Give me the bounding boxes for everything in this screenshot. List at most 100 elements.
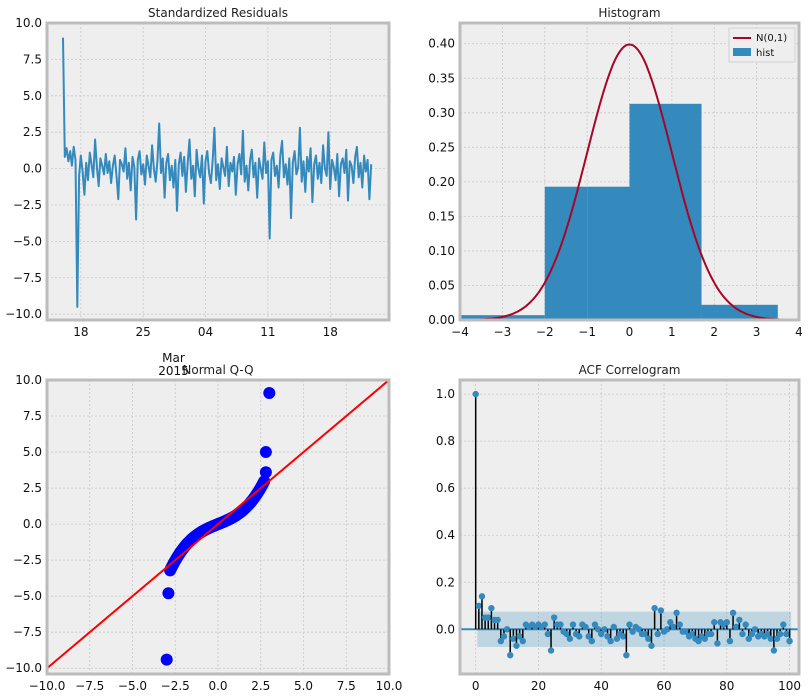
acf-marker [510,635,517,642]
acf-marker [503,626,511,633]
y-tick-label: −7.5 [13,271,42,285]
acf-tick-labels: 0.0 0.2 0.4 0.6 0.8 1.0 0 20 40 60 80 100 [436,387,801,693]
x-tick-label: 3 [753,325,761,339]
acf-marker [641,630,649,638]
x-tick-label: −7.5 [75,679,104,693]
x-tick-label: 11 [260,325,275,339]
x-tick-label: 40 [594,679,609,693]
residuals-tick-labels: −10.0 −7.5 −5.0 −2.5 0.0 2.5 5.0 7.5 10.0 18 25 04 1… [5,16,338,339]
acf-marker [673,609,680,617]
qq-tick-labels: −10.0 −7.5 −5.0 −2.5 0.0 2.5 5.0 7.5 10.0 −10.0 −7… [5,373,402,693]
acf-marker [729,609,737,617]
qq-title: Normal Q-Q [182,363,253,377]
legend-bar-swatch [733,48,751,56]
qq-axes-frame [45,378,391,676]
acf-panel: 0.0 0.2 0.4 0.6 0.8 1.0 0 20 40 60 80 100 ACF Corre… [436,363,801,693]
y-tick-label: 2.5 [23,481,42,495]
acf-marker [626,621,633,628]
acf-marker [594,626,602,633]
x-tick-label: 0 [626,325,634,339]
acf-marker [607,637,614,645]
histogram-panel: 0.00 0.05 0.10 0.15 0.20 0.25 0.30 0.35 0.40 −4 −3… [428,6,803,339]
acf-marker [714,640,721,647]
acf-marker [645,635,652,642]
y-tick-label: −10.0 [5,307,42,321]
x-tick-label: 2.5 [251,679,270,693]
acf-marker [598,630,605,638]
acf-marker [582,623,589,631]
y-tick-label: 0.4 [436,528,455,542]
y-tick-label: −10.0 [5,661,42,675]
x-tick-label: −5.0 [118,679,147,693]
acf-axes-frame [458,378,801,676]
x-tick-label: 25 [136,325,151,339]
acf-marker [776,630,784,638]
residuals-month-label: Mar [162,351,185,365]
residuals-axes-frame [45,21,391,322]
x-tick-label: −2 [536,325,554,339]
acf-marker [689,630,696,638]
acf-marker [726,637,734,645]
acf-marker [786,637,793,645]
qq-point [160,653,173,666]
acf-marker [591,621,599,628]
x-tick-label: 18 [73,325,88,339]
qq-point [259,446,272,459]
acf-marker [635,626,643,633]
acf-marker [767,635,774,642]
acf-marker [576,633,583,640]
y-tick-label: 7.5 [23,52,42,66]
acf-marker [563,630,570,638]
y-tick-label: −5.0 [13,589,42,603]
legend-box [728,27,796,63]
acf-marker [695,637,702,645]
acf-marker [488,604,495,612]
y-tick-label: 0.05 [428,278,455,292]
y-tick-label: 0.00 [428,313,455,327]
acf-marker [585,633,592,640]
residuals-panel: −10.0 −7.5 −5.0 −2.5 0.0 2.5 5.0 7.5 10.0 18 25 04 1… [5,6,391,378]
y-tick-label: 0.2 [436,575,455,589]
y-tick-label: 0.15 [428,209,455,223]
y-tick-label: −2.5 [13,198,42,212]
x-tick-label: 2 [710,325,718,339]
y-tick-label: 0.40 [428,37,455,51]
y-tick-label: −5.0 [13,234,42,248]
x-tick-label: −1 [578,325,596,339]
y-tick-label: 5.0 [23,445,42,459]
x-tick-label: 5.0 [294,679,313,693]
y-tick-label: 0.6 [436,481,455,495]
y-tick-label: 0.20 [428,175,455,189]
histogram-tick-labels: 0.00 0.05 0.10 0.15 0.20 0.25 0.30 0.35 0.40 −4 −3… [428,37,803,339]
acf-marker [707,630,715,638]
acf-marker [670,623,677,631]
acf-marker [657,607,665,614]
acf-marker [497,637,505,645]
histogram-bar [544,186,588,320]
acf-marker [783,630,790,638]
acf-marker [739,630,746,638]
acf-marker [516,633,523,640]
x-tick-label: 20 [531,679,546,693]
x-tick-label: −4 [451,325,469,339]
acf-marker [742,621,749,628]
acf-marker [701,635,709,642]
histogram-bar [701,304,778,320]
qq-point [258,475,271,488]
acf-marker [604,633,611,640]
histogram-axes-frame [458,21,801,322]
acf-marker [507,651,514,659]
acf-marker [745,635,752,642]
legend-curve-label: N(0,1) [756,33,787,44]
acf-marker [588,637,596,645]
qq-panel: −10.0 −7.5 −5.0 −2.5 0.0 2.5 5.0 7.5 10.0 −10.0 −7… [5,363,402,693]
acf-marker [613,635,621,642]
acf-marker [751,626,759,633]
y-tick-label: 0.25 [428,140,455,154]
legend-bar-label: hist [756,48,774,59]
acf-marker [494,616,501,624]
histogram-title: Histogram [598,6,660,20]
acf-marker [770,647,778,654]
x-tick-label: 60 [656,679,671,693]
y-tick-label: 0.30 [428,106,455,120]
